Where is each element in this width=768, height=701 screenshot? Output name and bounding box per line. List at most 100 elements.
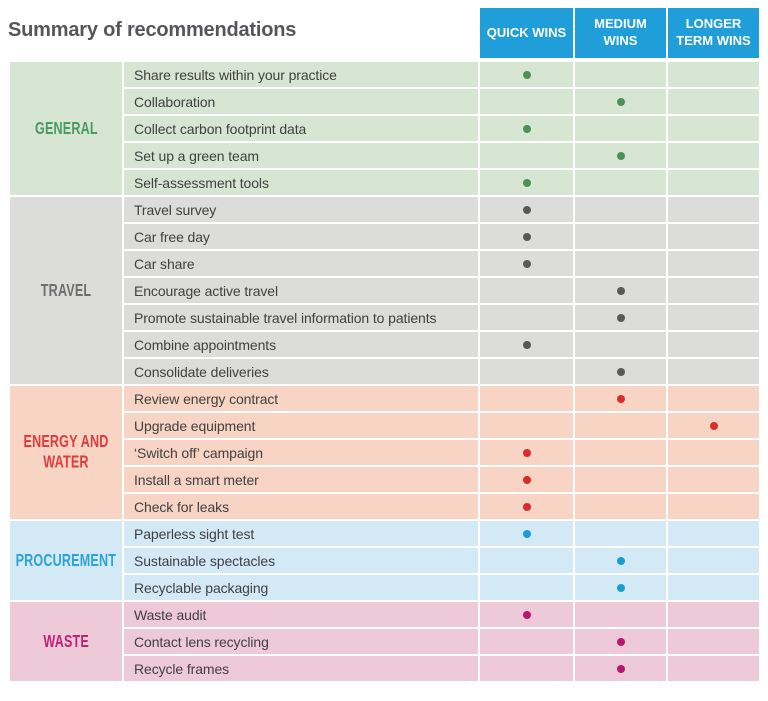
column-header-longer-term-wins: LONGER TERM WINS [668, 8, 759, 58]
task-label: Install a smart meter [134, 471, 259, 488]
win-cell-quick [480, 440, 573, 465]
win-cell-longer [668, 467, 759, 492]
win-cell-longer [668, 89, 759, 114]
win-dot-icon [522, 340, 531, 349]
win-dot-icon [522, 529, 531, 538]
task-label: Contact lens recycling [134, 633, 269, 650]
task-cell: Recyclable packaging [124, 575, 478, 600]
task-label: Consolidate deliveries [134, 363, 269, 380]
win-cell-quick [480, 413, 573, 438]
win-cell-medium [575, 494, 666, 519]
win-cell-longer [668, 305, 759, 330]
win-cell-quick [480, 89, 573, 114]
task-cell: Collect carbon footprint data [124, 116, 478, 141]
win-cell-longer [668, 224, 759, 249]
win-dot-icon [616, 286, 625, 295]
win-cell-quick [480, 548, 573, 573]
task-cell: Car share [124, 251, 478, 276]
win-dot-icon [522, 70, 531, 79]
win-cell-quick [480, 170, 573, 195]
task-label: Paperless sight test [134, 525, 255, 542]
win-cell-medium [575, 575, 666, 600]
column-header-row: QUICK WINS MEDIUM WINS LONGER TERM WINS [480, 8, 759, 58]
win-cell-quick [480, 386, 573, 411]
win-cell-medium [575, 548, 666, 573]
win-cell-medium [575, 521, 666, 546]
task-cell: Collaboration [124, 89, 478, 114]
task-cell: Set up a green team [124, 143, 478, 168]
section-energy-and-water: ENERGY AND WATER Review energy contract Up… [10, 386, 759, 519]
task-cell: Car free day [124, 224, 478, 249]
task-cell: Share results within your practice [124, 62, 478, 87]
category-cell: PROCUREMENT [10, 521, 122, 600]
win-cell-medium [575, 602, 666, 627]
task-label: Collaboration [134, 93, 216, 110]
win-cell-quick [480, 332, 573, 357]
win-cell-longer [668, 575, 759, 600]
win-dot-icon [616, 313, 625, 322]
win-cell-longer [668, 116, 759, 141]
win-dot-icon [522, 502, 531, 511]
win-cell-longer [668, 521, 759, 546]
win-cell-medium [575, 251, 666, 276]
task-cell: Self-assessment tools [124, 170, 478, 195]
win-dot-icon [522, 232, 531, 241]
win-dot-icon [616, 664, 625, 673]
win-dot-icon [616, 97, 625, 106]
category-label: ENERGY AND WATER [23, 432, 109, 473]
win-cell-quick [480, 278, 573, 303]
win-cell-quick [480, 116, 573, 141]
task-label: Check for leaks [134, 498, 229, 515]
win-cell-quick [480, 224, 573, 249]
category-cell: WASTE [10, 602, 122, 681]
task-label: Travel survey [134, 201, 217, 218]
win-cell-quick [480, 467, 573, 492]
win-cell-medium [575, 116, 666, 141]
task-label: Share results within your practice [134, 66, 337, 83]
page-title: Summary of recommendations [8, 19, 297, 41]
task-cell: Consolidate deliveries [124, 359, 478, 384]
win-cell-longer [668, 143, 759, 168]
category-cell: TRAVEL [10, 197, 122, 384]
task-label: Sustainable spectacles [134, 552, 275, 569]
win-cell-longer [668, 359, 759, 384]
task-label: Collect carbon footprint data [134, 120, 307, 137]
win-cell-quick [480, 62, 573, 87]
task-label: Encourage active travel [134, 282, 279, 299]
task-label: Recyclable packaging [134, 579, 269, 596]
win-dot-icon [616, 151, 625, 160]
category-cell: GENERAL [10, 62, 122, 195]
win-cell-longer [668, 440, 759, 465]
task-label: Set up a green team [134, 147, 259, 164]
task-cell: Waste audit [124, 602, 478, 627]
section-travel: TRAVEL Travel survey Car free day Car share… [10, 197, 759, 384]
column-header-quick-wins: QUICK WINS [480, 8, 573, 58]
win-dot-icon [616, 583, 625, 592]
section-general: GENERAL Share results within your practic… [10, 62, 759, 195]
win-dot-icon [522, 178, 531, 187]
win-cell-longer [668, 170, 759, 195]
win-cell-medium [575, 62, 666, 87]
win-cell-quick [480, 575, 573, 600]
table-body: GENERAL Share results within your practic… [10, 62, 759, 683]
task-label: Waste audit [134, 606, 207, 623]
win-cell-quick [480, 602, 573, 627]
column-header-medium-wins: MEDIUM WINS [575, 8, 666, 58]
win-dot-icon [522, 475, 531, 484]
win-cell-quick [480, 494, 573, 519]
win-cell-medium [575, 467, 666, 492]
win-dot-icon [616, 394, 625, 403]
task-cell: Encourage active travel [124, 278, 478, 303]
section-procurement: PROCUREMENT Paperless sight test Sustainab… [10, 521, 759, 600]
category-label: WASTE [43, 631, 89, 652]
task-label: Promote sustainable travel information t… [134, 309, 437, 326]
win-cell-longer [668, 656, 759, 681]
win-cell-quick [480, 359, 573, 384]
task-cell: Combine appointments [124, 332, 478, 357]
win-dot-icon [616, 637, 625, 646]
win-cell-quick [480, 629, 573, 654]
task-cell: Upgrade equipment [124, 413, 478, 438]
win-cell-medium [575, 332, 666, 357]
win-cell-longer [668, 251, 759, 276]
win-cell-quick [480, 656, 573, 681]
